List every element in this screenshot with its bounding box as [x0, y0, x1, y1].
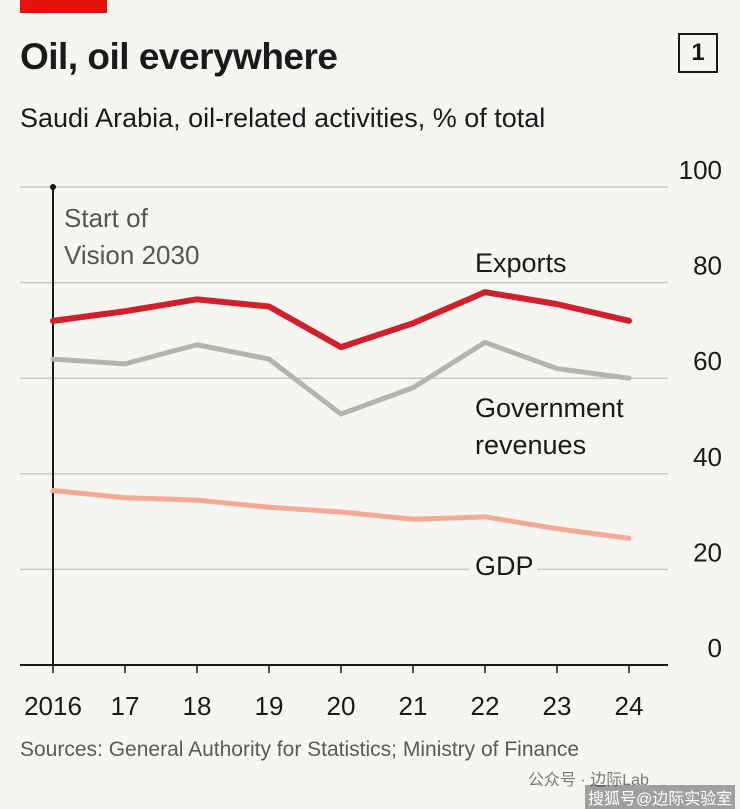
chart-title: Oil, oil everywhere — [20, 36, 338, 77]
x-tick-label: 20 — [327, 691, 356, 721]
series-label-government-revenues: Government — [475, 393, 624, 423]
x-tick-label: 24 — [615, 691, 644, 721]
vision-2030-marker-dot — [50, 184, 56, 190]
x-tick-label: 21 — [399, 691, 428, 721]
annotation-vision-2030: Start of — [64, 203, 149, 233]
series-line-gdp — [50, 488, 632, 541]
x-tick-label: 19 — [255, 691, 284, 721]
series-label-government-revenues: revenues — [475, 430, 586, 460]
series-line-government-revenues — [50, 339, 632, 417]
source-note: Sources: General Authority for Statistic… — [20, 738, 580, 761]
y-tick-label: 80 — [693, 251, 722, 281]
series-label-exports: Exports — [475, 248, 567, 278]
annotation-vision-2030: Vision 2030 — [64, 240, 199, 270]
x-tick-label: 17 — [111, 691, 140, 721]
series-label-gdp: GDP — [475, 551, 534, 581]
chart-subtitle: Saudi Arabia, oil-related activities, % … — [20, 103, 546, 133]
y-tick-label: 60 — [693, 346, 722, 376]
x-tick-label: 18 — [183, 691, 212, 721]
accent-bar — [20, 0, 107, 13]
x-tick-label: 23 — [543, 691, 572, 721]
watermark-text-secondary: 搜狐号@边际实验室 — [585, 785, 736, 809]
x-tick-label: 2016 — [24, 691, 82, 721]
line-chart: 0 20 40 60 80 100 2016 17 18 19 20 21 22 23 24 Start of… — [20, 155, 722, 721]
chart-number-badge: 1 — [678, 33, 718, 73]
watermark-text: 公众号 · 边际Lab — [528, 772, 649, 789]
series-line-exports — [50, 289, 632, 351]
series-label-backdrop — [469, 549, 537, 583]
y-tick-label: 100 — [679, 155, 722, 185]
y-tick-label: 0 — [708, 633, 722, 663]
x-tick-label: 22 — [471, 691, 500, 721]
y-tick-label: 20 — [693, 537, 722, 567]
y-tick-label: 40 — [693, 442, 722, 472]
